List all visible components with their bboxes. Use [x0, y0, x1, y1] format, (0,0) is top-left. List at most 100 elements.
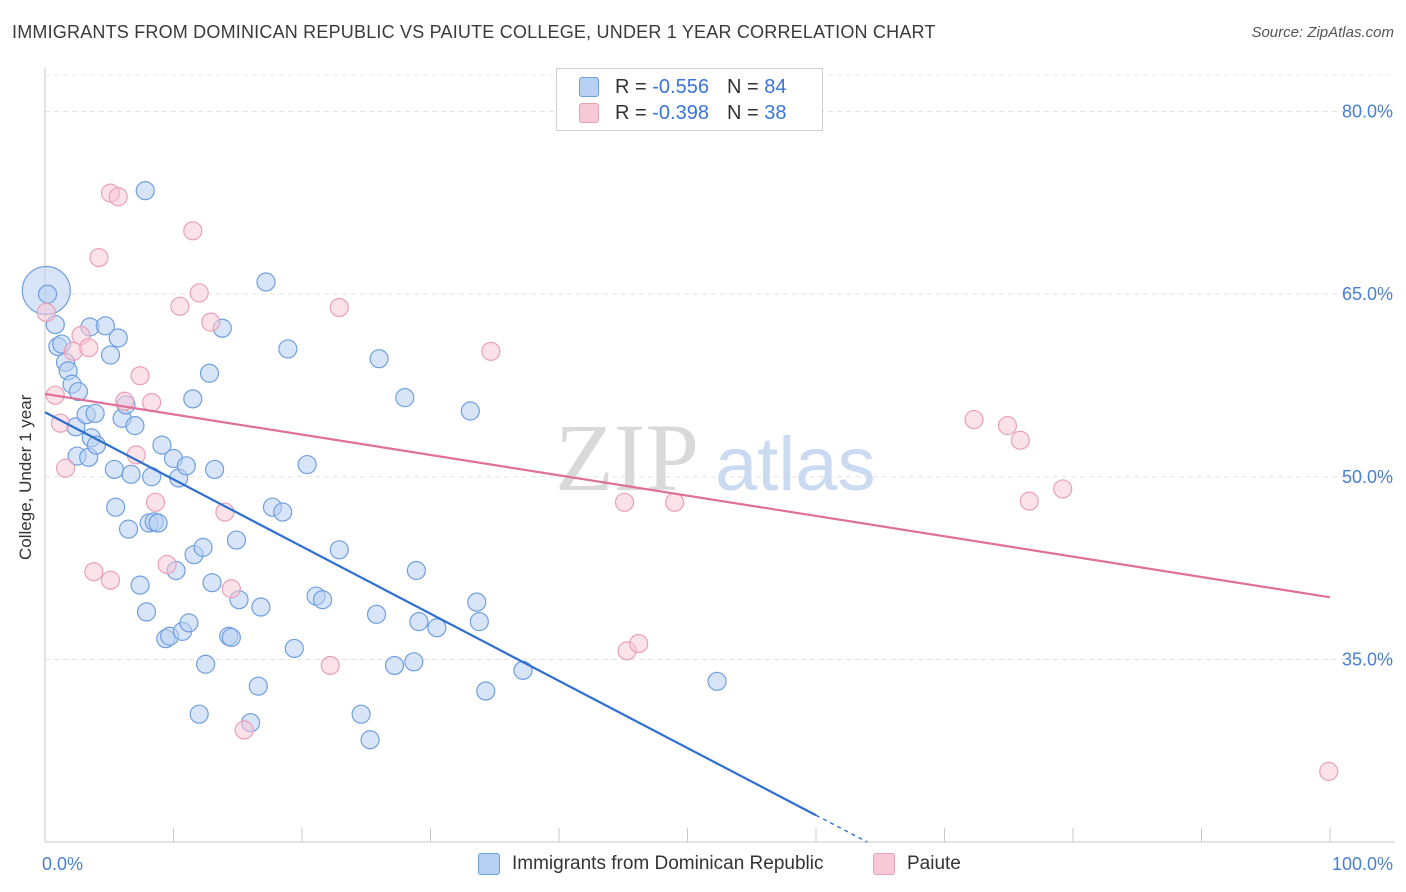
x-tick-label-min: 0.0%	[42, 854, 83, 874]
point-dominican	[278, 339, 298, 359]
series-swatch-pink	[873, 853, 895, 875]
point-paiute	[84, 562, 104, 582]
point-dominican	[176, 456, 196, 476]
point-paiute	[108, 187, 128, 207]
point-paiute	[329, 297, 349, 318]
tick-labels: 35.0% 50.0% 65.0% 80.0% 0.0% 100.0%	[42, 102, 1393, 874]
point-dominican	[366, 604, 387, 624]
point-paiute	[183, 221, 203, 241]
point-dominican	[395, 388, 415, 408]
point-dominican	[248, 676, 268, 696]
point-dominican	[202, 573, 222, 593]
point-dominican	[189, 704, 209, 724]
point-dominican	[196, 654, 216, 674]
point-dominican	[460, 401, 480, 421]
point-dominican	[179, 613, 199, 633]
watermark-atlas: atlas	[715, 422, 876, 507]
point-dominican	[37, 284, 58, 304]
point-paiute	[201, 312, 221, 332]
point-dominican	[106, 497, 126, 517]
point-dominican	[100, 345, 121, 365]
point-dominican	[467, 592, 487, 612]
point-dominican	[329, 540, 349, 560]
point-paiute	[997, 416, 1018, 436]
source-credit: Source: ZipAtlas.com	[1251, 24, 1394, 41]
point-paiute	[320, 655, 340, 676]
point-paiute	[100, 570, 121, 590]
point-dominican	[121, 464, 141, 484]
point-paiute	[145, 492, 166, 512]
point-paiute	[964, 409, 984, 430]
trend-line-dominican-extension	[815, 814, 868, 843]
point-dominican	[104, 459, 124, 480]
legend-r-value: -0.556	[652, 75, 709, 98]
trend-line-dominican	[44, 411, 817, 817]
trend-lines	[44, 392, 1331, 843]
point-paiute	[189, 283, 209, 303]
point-dominican	[251, 597, 271, 617]
legend-n-label: N =	[726, 75, 759, 98]
point-dominican	[707, 671, 727, 691]
legend-swatch-pink	[579, 103, 599, 123]
point-dominican	[404, 652, 424, 672]
series-name-dominican: Immigrants from Dominican Republic	[512, 853, 824, 874]
series-swatch-blue	[478, 853, 500, 875]
point-dominican	[205, 459, 225, 480]
point-dominican	[409, 612, 429, 632]
point-paiute	[1053, 479, 1073, 499]
point-dominican	[351, 704, 371, 724]
point-dominican	[85, 403, 105, 424]
legend-n-value: 38	[764, 101, 787, 124]
point-dominican	[226, 530, 247, 550]
point-dominican	[183, 389, 203, 409]
point-dominican	[108, 328, 128, 348]
legend-swatch-blue	[579, 77, 599, 97]
axes	[44, 68, 1395, 843]
point-dominican	[135, 181, 155, 201]
legend-r-value: -0.398	[652, 101, 709, 124]
point-dominican	[95, 316, 115, 336]
point-dominican	[284, 638, 304, 659]
point-dominican	[513, 660, 533, 680]
point-dominican	[369, 349, 389, 369]
point-dominican	[130, 575, 150, 595]
gridlines	[45, 74, 1395, 660]
point-paiute	[79, 338, 99, 358]
point-paiute	[665, 492, 685, 512]
stats-legend: R = -0.556 N = 84 R = -0.398 N = 38	[556, 68, 823, 131]
point-dominican	[297, 454, 317, 475]
point-dominican	[136, 602, 157, 622]
x-tick-label-max: 100.0%	[1332, 854, 1393, 874]
point-paiute	[36, 302, 56, 323]
data-points	[21, 181, 1339, 781]
point-paiute	[1319, 761, 1339, 781]
point-dominican	[476, 681, 496, 701]
point-dominican	[148, 513, 168, 533]
point-paiute	[55, 458, 76, 478]
point-paiute	[221, 579, 241, 599]
legend-row-dominican: R = -0.556 N = 84	[579, 75, 786, 99]
point-dominican	[68, 381, 89, 402]
point-dominican	[273, 502, 293, 522]
y-tick-label: 50.0%	[1342, 467, 1393, 487]
point-paiute	[1010, 430, 1030, 450]
point-dominican	[256, 272, 276, 292]
point-dominican	[360, 730, 380, 750]
series-legend-paiute: Paiute	[873, 851, 961, 877]
point-dominican	[152, 435, 172, 455]
trend-line-paiute	[44, 392, 1331, 599]
legend-row-paiute: R = -0.398 N = 38	[579, 101, 786, 125]
point-dominican	[221, 627, 241, 648]
point-dominican	[118, 519, 139, 539]
point-paiute	[481, 341, 501, 361]
chart-title: IMMIGRANTS FROM DOMINICAN REPUBLIC VS PA…	[12, 22, 936, 42]
point-paiute	[614, 492, 635, 512]
point-dominican	[312, 590, 333, 610]
point-paiute	[170, 296, 190, 316]
point-paiute	[234, 720, 254, 740]
legend-n-label: N =	[726, 101, 759, 124]
point-dominican	[193, 537, 213, 557]
point-paiute	[1019, 491, 1039, 511]
